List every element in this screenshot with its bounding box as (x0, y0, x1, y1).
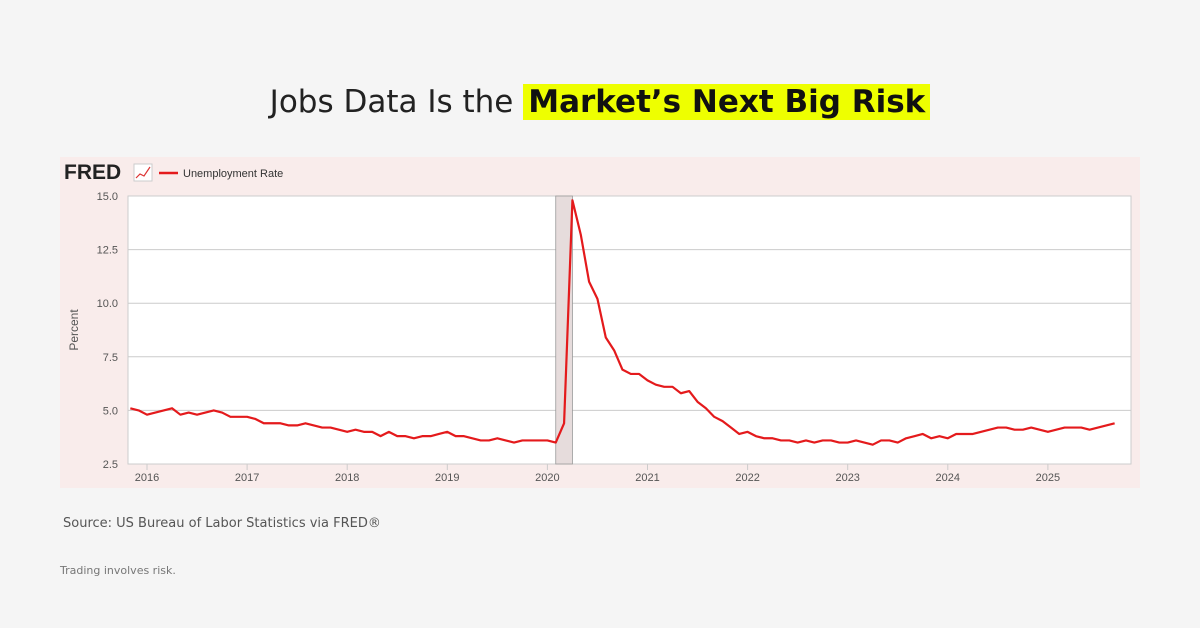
y-tick-label: 7.5 (103, 352, 118, 364)
x-tick-label: 2025 (1036, 472, 1060, 484)
x-tick-label: 2018 (335, 472, 359, 484)
x-tick-label: 2019 (435, 472, 459, 484)
disclaimer: Trading involves risk. (60, 564, 176, 577)
fred-chart: 2.5 5.0 7.5 10.0 12.5 15.0 2016 2017 2018 2019 202… (60, 157, 1140, 488)
x-tick-label: 2021 (635, 472, 659, 484)
page-title: Jobs Data Is the Market’s Next Big Risk (0, 84, 1200, 120)
y-axis-label: Percent (67, 309, 81, 351)
y-tick-label: 12.5 (97, 245, 118, 257)
chart-icon (133, 163, 153, 182)
title-plain: Jobs Data Is the (269, 84, 514, 120)
plot-area (127, 195, 1132, 465)
title-highlight: Market’s Next Big Risk (523, 84, 931, 120)
x-tick-label: 2016 (135, 472, 159, 484)
x-tick-label: 2022 (735, 472, 759, 484)
x-tick-label: 2024 (936, 472, 960, 484)
fred-logo: FRED (64, 161, 121, 184)
y-tick-label: 5.0 (103, 405, 118, 417)
recession-shading (555, 195, 573, 465)
y-tick-label: 10.0 (97, 298, 118, 310)
y-tick-label: 15.0 (97, 191, 118, 203)
y-tick-label: 2.5 (103, 459, 118, 471)
source-note: Source: US Bureau of Labor Statistics vi… (63, 516, 381, 531)
x-tick-label: 2020 (535, 472, 559, 484)
chart-icon-line (135, 166, 151, 179)
chart-svg: 2.5 5.0 7.5 10.0 12.5 15.0 2016 2017 2018 2019 202… (64, 161, 1132, 484)
x-tick-label: 2017 (235, 472, 259, 484)
x-tick-label: 2023 (835, 472, 859, 484)
legend-label: Unemployment Rate (183, 168, 283, 180)
